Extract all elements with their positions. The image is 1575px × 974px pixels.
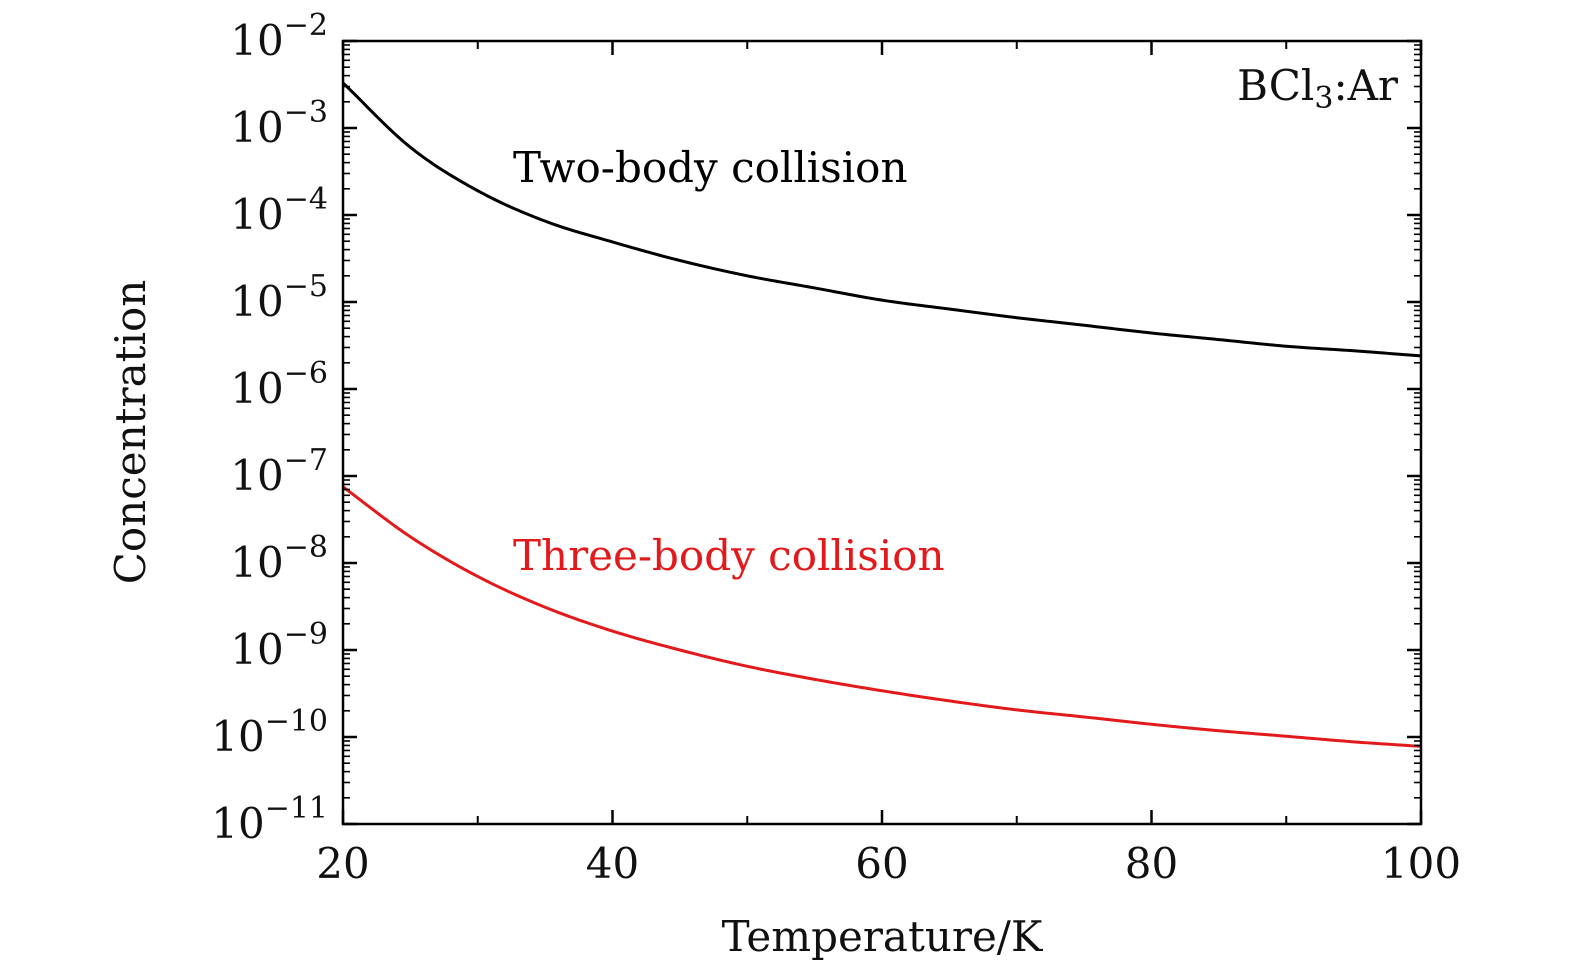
- two-body-series-line: [341, 81, 1422, 358]
- y-tick-base: 10: [211, 712, 264, 761]
- y-tick-exponent: −11: [265, 791, 328, 826]
- y-tick-label: 10−8: [230, 530, 328, 587]
- y-tick-label: 10−5: [230, 269, 328, 326]
- system-label: BCl3:Ar: [1237, 61, 1399, 116]
- y-tick-label: 10−2: [230, 8, 328, 65]
- y-tick-exponent: −8: [284, 530, 328, 565]
- y-tick-base: 10: [230, 625, 283, 674]
- y-tick-base: 10: [230, 16, 283, 65]
- y-tick-base: 10: [230, 277, 283, 326]
- y-tick-label: 10−6: [230, 356, 328, 413]
- y-tick-label: 10−3: [230, 95, 328, 152]
- y-tick-base: 10: [211, 799, 264, 848]
- x-tick-label: 20: [316, 839, 369, 888]
- y-tick-exponent: −10: [265, 704, 328, 739]
- x-tick-label: 40: [586, 839, 639, 888]
- y-tick-label: 10−10: [211, 704, 328, 761]
- three-body-series-line: [342, 485, 1422, 748]
- three-body-label: Three-body collision: [513, 531, 945, 580]
- x-tick-label: 80: [1125, 839, 1178, 888]
- y-tick-label: 10−11: [211, 791, 328, 848]
- y-tick-label: 10−4: [230, 182, 328, 239]
- y-tick-exponent: −9: [284, 617, 328, 652]
- y-tick-label: 10−9: [230, 617, 328, 674]
- label-layer: 20 40 60 80 10010−210−310−410−510−610−710−81…: [211, 8, 1461, 888]
- plot-frame: [341, 39, 1423, 826]
- y-tick-exponent: −6: [284, 356, 328, 391]
- y-tick-base: 10: [230, 103, 283, 152]
- x-tick-label: 100: [1381, 839, 1461, 888]
- y-tick-exponent: −2: [284, 8, 328, 43]
- series-layer: [341, 81, 1422, 748]
- system-label-sub: 3: [1314, 81, 1333, 116]
- y-tick-base: 10: [230, 538, 283, 587]
- two-body-label: Two-body collision: [513, 143, 908, 192]
- y-tick-base: 10: [230, 364, 283, 413]
- y-tick-base: 10: [230, 451, 283, 500]
- system-label-rest: :Ar: [1333, 61, 1398, 110]
- y-tick-label: 10−7: [230, 443, 328, 500]
- y-tick-exponent: −7: [284, 443, 328, 478]
- y-tick-exponent: −5: [284, 269, 328, 304]
- x-axis-label: Temperature/K: [722, 912, 1044, 961]
- y-tick-exponent: −4: [284, 182, 328, 217]
- x-tick-label: 60: [855, 839, 908, 888]
- y-axis-label: Concentration: [106, 280, 155, 585]
- y-tick-base: 10: [230, 190, 283, 239]
- system-label-main: BCl: [1237, 61, 1314, 110]
- y-tick-exponent: −3: [284, 95, 328, 130]
